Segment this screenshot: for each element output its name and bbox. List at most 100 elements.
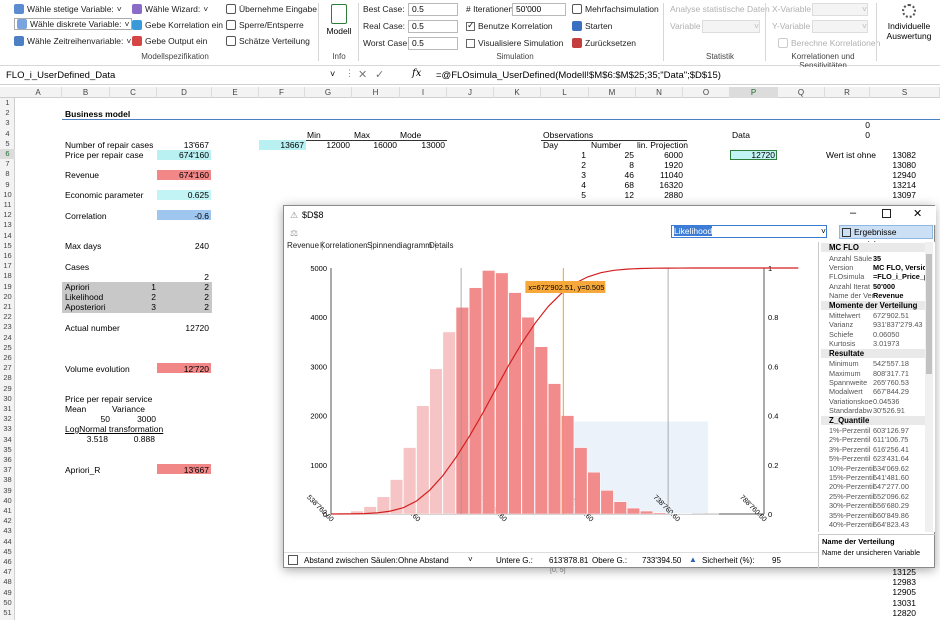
column-header[interactable]: I (400, 87, 447, 98)
s-column-cell[interactable]: 12940 (892, 170, 916, 180)
mode-value[interactable]: 13000 (421, 140, 445, 150)
column-header[interactable]: L (541, 87, 589, 98)
max-value[interactable]: 16000 (373, 140, 397, 150)
tab-correlations[interactable]: Korrelationen (320, 241, 372, 250)
row-header[interactable]: 44 (3, 536, 12, 546)
p6-value[interactable]: 12720 (751, 150, 775, 160)
scrollbar-thumb[interactable] (926, 254, 932, 374)
row-header[interactable]: 36 (3, 455, 12, 464)
aposteriori-c[interactable]: 3 (151, 302, 156, 312)
column-header[interactable]: G (305, 87, 352, 98)
row-header[interactable]: 10 (3, 189, 12, 199)
row-header[interactable]: 19 (3, 281, 12, 291)
revenue-value[interactable]: 674'160 (179, 170, 209, 180)
observation-cell[interactable]: 11040 (659, 170, 683, 180)
histogram-bar[interactable] (389, 479, 404, 515)
row-header[interactable]: 35 (3, 444, 12, 454)
row-header[interactable]: 5 (5, 138, 10, 148)
row-header[interactable]: 43 (3, 526, 12, 536)
spacing-select[interactable]: Ohne Abstand (398, 556, 449, 565)
panel-section-header[interactable]: Z_Quantile (821, 415, 929, 425)
row-header[interactable]: 3 (5, 118, 10, 128)
row-header[interactable]: 38 (3, 475, 12, 485)
custom-evaluation-button[interactable]: Individuelle Auswertung (880, 2, 938, 48)
row-header[interactable]: 39 (3, 485, 12, 495)
histogram-chart[interactable]: 01000200030004000500000.20.40.60.81538'7… (284, 252, 818, 552)
scale-icon[interactable]: ⚖ (290, 228, 299, 238)
reset-button[interactable]: Zurücksetzen (572, 38, 636, 48)
column-header[interactable]: K (494, 87, 541, 98)
row-header[interactable]: 23 (3, 322, 12, 332)
row-header[interactable]: 49 (3, 587, 12, 597)
column-header[interactable]: D (157, 87, 212, 98)
upper-bound-value[interactable]: 733'394.50 (642, 556, 682, 565)
column-header[interactable]: B (62, 87, 110, 98)
observation-cell[interactable]: 5 (581, 190, 586, 200)
row-header[interactable]: 27 (3, 363, 12, 373)
observation-cell[interactable]: 46 (624, 170, 634, 180)
row-header[interactable]: 13 (3, 220, 12, 230)
histogram-bar[interactable] (482, 270, 496, 515)
lognormal-mu[interactable]: 3.518 (86, 434, 108, 444)
estimate-distribution-button[interactable]: Schätze Verteilung (226, 36, 310, 46)
select-discrete-variable-button[interactable]: Wähle diskrete Variable: ˅ (14, 18, 133, 30)
histogram-bar[interactable] (416, 405, 430, 515)
s-column-cell[interactable]: 13082 (892, 150, 916, 160)
enter-output-button[interactable]: Gebe Output ein (132, 36, 207, 46)
minimize-icon[interactable]: – (850, 207, 857, 219)
column-header[interactable]: O (683, 87, 730, 98)
observation-cell[interactable]: 3 (581, 170, 586, 180)
lower-bound-value[interactable]: 613'878.81 (549, 556, 589, 565)
column-header[interactable]: H (352, 87, 400, 98)
formula-input[interactable]: =@FLOsimula_UserDefined(Modell!$M$6:$M$2… (436, 70, 721, 81)
histogram-bar[interactable] (468, 287, 483, 515)
column-header[interactable]: M (589, 87, 636, 98)
lock-unlock-button[interactable]: Sperre/Entsperre (226, 20, 304, 30)
x-variable-select[interactable]: ˅ (812, 3, 868, 16)
panel-scrollbar[interactable] (925, 242, 933, 532)
histogram-bar[interactable] (613, 501, 627, 515)
variable-dropdown[interactable]: Likelihood ˅ (671, 225, 827, 238)
repair-cases-value[interactable]: 13'667 (183, 140, 209, 150)
observation-cell[interactable]: 4 (581, 180, 586, 190)
column-header[interactable]: Q (778, 87, 825, 98)
price-value[interactable]: 674'160 (179, 150, 209, 160)
observation-cell[interactable]: 8 (629, 160, 634, 170)
histogram-bar[interactable] (626, 507, 640, 515)
select-timeseries-variable-button[interactable]: Wähle Zeitreihenvariable: ˅ (14, 36, 131, 46)
histogram-bar[interactable] (600, 490, 614, 515)
s-column-cell[interactable]: 13097 (892, 190, 916, 200)
s-column-cell[interactable]: 13031 (892, 597, 916, 608)
row-header[interactable]: 21 (3, 302, 12, 311)
max-days-value[interactable]: 240 (194, 241, 209, 251)
cases-value[interactable]: 2 (204, 272, 209, 282)
use-correlation-checkbox[interactable]: Benutze Korrelation (466, 20, 553, 31)
column-header[interactable]: N (636, 87, 683, 98)
row-header[interactable]: 1 (5, 98, 10, 107)
histogram-bar[interactable] (363, 506, 377, 515)
observation-cell[interactable]: 12 (624, 190, 634, 200)
histogram-bar[interactable] (403, 447, 417, 515)
econ-value[interactable]: 0.625 (187, 190, 209, 200)
volume-value[interactable]: 12'720 (183, 364, 209, 374)
likelihood-d[interactable]: 2 (204, 292, 209, 302)
column-header[interactable]: E (212, 87, 259, 98)
histogram-bar[interactable] (455, 307, 469, 515)
row-header[interactable]: 15 (3, 240, 12, 250)
s-column-cell[interactable]: 13080 (892, 160, 916, 170)
actual-number-value[interactable]: 12720 (185, 323, 209, 333)
row-header[interactable]: 4 (5, 128, 10, 138)
iterations-input[interactable]: 50'000 (512, 3, 566, 16)
row-header[interactable]: 29 (3, 383, 12, 393)
correlation-value[interactable]: -0.6 (194, 211, 209, 221)
select-wizard-button[interactable]: Wähle Wizard: ˅ (132, 4, 208, 14)
s-column-cell[interactable]: 12820 (892, 607, 916, 618)
chevron-down-icon[interactable]: ˅ (468, 555, 473, 564)
visualize-simulation-checkbox[interactable]: Visualisiere Simulation (466, 38, 563, 48)
row-header[interactable]: 7 (5, 159, 10, 169)
panel-section-header[interactable]: MC FLO (821, 243, 929, 252)
cancel-icon[interactable]: ✕ (358, 69, 368, 81)
row-header[interactable]: 51 (3, 608, 12, 617)
row-header[interactable]: 28 (3, 373, 12, 383)
column-header[interactable]: J (447, 87, 494, 98)
